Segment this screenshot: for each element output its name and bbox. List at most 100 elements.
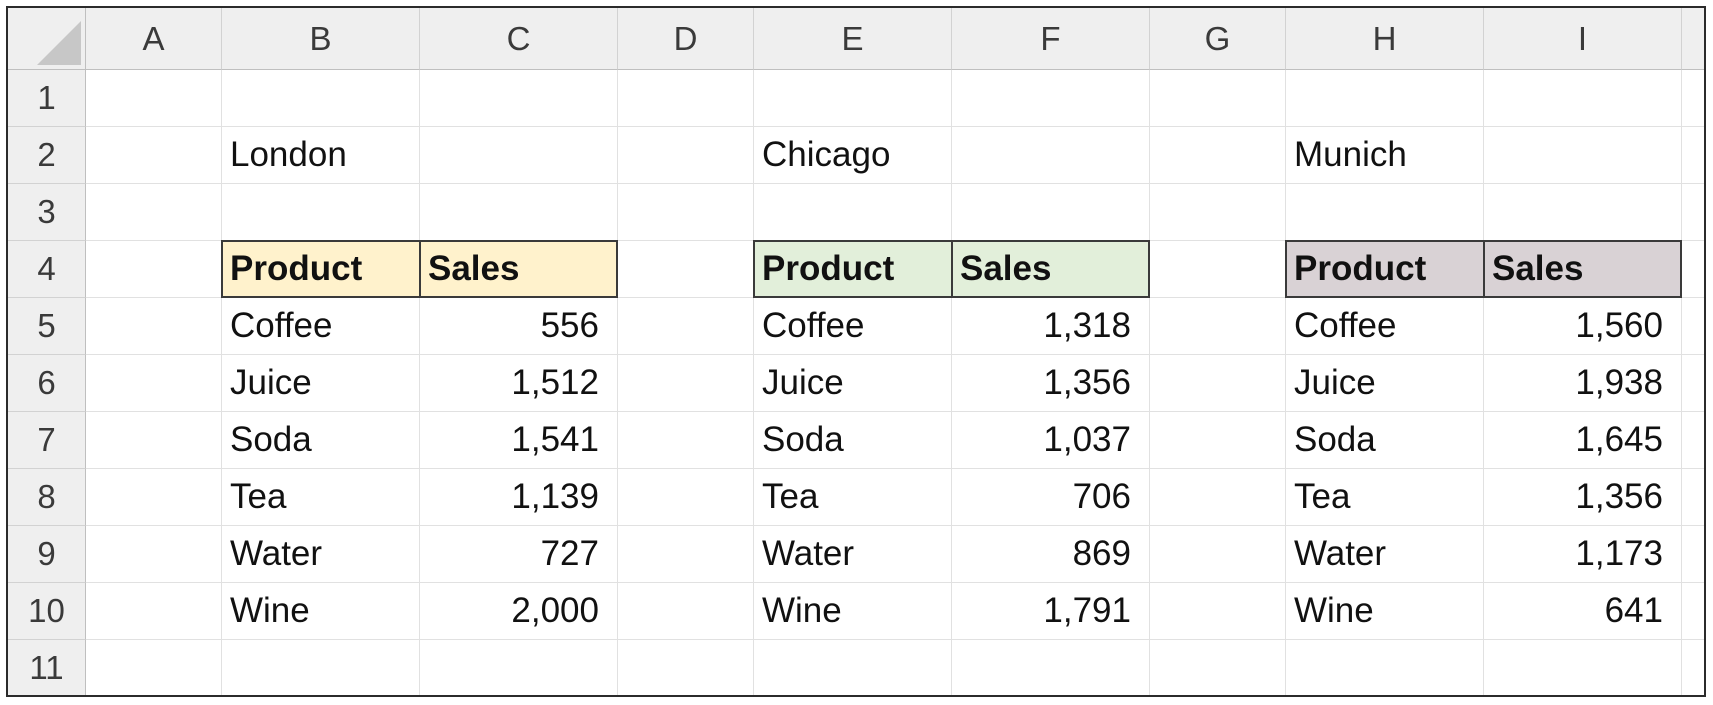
cell-i10[interactable]: 641 <box>1484 583 1682 640</box>
cell-b10[interactable]: Wine <box>222 583 420 640</box>
cell-e5[interactable]: Coffee <box>754 298 952 355</box>
cell-g8[interactable] <box>1150 469 1286 526</box>
cell-c5[interactable]: 556 <box>420 298 618 355</box>
cell-a9[interactable] <box>86 526 222 583</box>
cell-b7[interactable]: Soda <box>222 412 420 469</box>
cell-c3[interactable] <box>420 184 618 241</box>
cell-e6[interactable]: Juice <box>754 355 952 412</box>
row-header-5[interactable]: 5 <box>8 298 86 355</box>
row-header-8[interactable]: 8 <box>8 469 86 526</box>
cell-d5[interactable] <box>618 298 754 355</box>
cell-i4[interactable]: Sales <box>1484 241 1682 298</box>
cell-c6[interactable]: 1,512 <box>420 355 618 412</box>
cell-f1[interactable] <box>952 70 1150 127</box>
row-header-7[interactable]: 7 <box>8 412 86 469</box>
column-header-a[interactable]: A <box>86 8 222 70</box>
cell-a3[interactable] <box>86 184 222 241</box>
row-header-10[interactable]: 10 <box>8 583 86 640</box>
cell-b6[interactable]: Juice <box>222 355 420 412</box>
cell-e7[interactable]: Soda <box>754 412 952 469</box>
cell-f2[interactable] <box>952 127 1150 184</box>
cell-c10[interactable]: 2,000 <box>420 583 618 640</box>
cell-h10[interactable]: Wine <box>1286 583 1484 640</box>
row-header-9[interactable]: 9 <box>8 526 86 583</box>
cell-h4[interactable]: Product <box>1286 241 1484 298</box>
cell-b5[interactable]: Coffee <box>222 298 420 355</box>
cell-b8[interactable]: Tea <box>222 469 420 526</box>
cell-g2[interactable] <box>1150 127 1286 184</box>
column-header-f[interactable]: F <box>952 8 1150 70</box>
cell-h11[interactable] <box>1286 640 1484 695</box>
cell-g9[interactable] <box>1150 526 1286 583</box>
cell-i11[interactable] <box>1484 640 1682 695</box>
cell-i7[interactable]: 1,645 <box>1484 412 1682 469</box>
cell-e11[interactable] <box>754 640 952 695</box>
cell-i9[interactable]: 1,173 <box>1484 526 1682 583</box>
cell-b11[interactable] <box>222 640 420 695</box>
cell-d2[interactable] <box>618 127 754 184</box>
cell-b3[interactable] <box>222 184 420 241</box>
column-header-c[interactable]: C <box>420 8 618 70</box>
cell-e10[interactable]: Wine <box>754 583 952 640</box>
cell-i6[interactable]: 1,938 <box>1484 355 1682 412</box>
cell-d1[interactable] <box>618 70 754 127</box>
cell-a2[interactable] <box>86 127 222 184</box>
cell-c2[interactable] <box>420 127 618 184</box>
cell-d11[interactable] <box>618 640 754 695</box>
cell-d7[interactable] <box>618 412 754 469</box>
cell-f11[interactable] <box>952 640 1150 695</box>
cell-h3[interactable] <box>1286 184 1484 241</box>
cell-d10[interactable] <box>618 583 754 640</box>
column-header-e[interactable]: E <box>754 8 952 70</box>
cell-e4[interactable]: Product <box>754 241 952 298</box>
cell-d6[interactable] <box>618 355 754 412</box>
cell-i8[interactable]: 1,356 <box>1484 469 1682 526</box>
cell-a1[interactable] <box>86 70 222 127</box>
cell-f8[interactable]: 706 <box>952 469 1150 526</box>
row-header-3[interactable]: 3 <box>8 184 86 241</box>
cell-b4[interactable]: Product <box>222 241 420 298</box>
cell-h9[interactable]: Water <box>1286 526 1484 583</box>
cell-c1[interactable] <box>420 70 618 127</box>
cell-d3[interactable] <box>618 184 754 241</box>
column-header-b[interactable]: B <box>222 8 420 70</box>
cell-c8[interactable]: 1,139 <box>420 469 618 526</box>
cell-a6[interactable] <box>86 355 222 412</box>
column-header-d[interactable]: D <box>618 8 754 70</box>
row-header-4[interactable]: 4 <box>8 241 86 298</box>
row-header-6[interactable]: 6 <box>8 355 86 412</box>
cell-a5[interactable] <box>86 298 222 355</box>
row-header-2[interactable]: 2 <box>8 127 86 184</box>
cell-a10[interactable] <box>86 583 222 640</box>
row-header-1[interactable]: 1 <box>8 70 86 127</box>
cell-g7[interactable] <box>1150 412 1286 469</box>
row-header-11[interactable]: 11 <box>8 640 86 695</box>
cell-f7[interactable]: 1,037 <box>952 412 1150 469</box>
cell-h2[interactable]: Munich <box>1286 127 1484 184</box>
cell-d4[interactable] <box>618 241 754 298</box>
cell-c7[interactable]: 1,541 <box>420 412 618 469</box>
cell-g6[interactable] <box>1150 355 1286 412</box>
cell-d9[interactable] <box>618 526 754 583</box>
cell-a4[interactable] <box>86 241 222 298</box>
cell-c11[interactable] <box>420 640 618 695</box>
cell-h5[interactable]: Coffee <box>1286 298 1484 355</box>
column-header-g[interactable]: G <box>1150 8 1286 70</box>
cell-f6[interactable]: 1,356 <box>952 355 1150 412</box>
cell-i1[interactable] <box>1484 70 1682 127</box>
column-header-i[interactable]: I <box>1484 8 1682 70</box>
cell-e3[interactable] <box>754 184 952 241</box>
cell-b9[interactable]: Water <box>222 526 420 583</box>
cell-g3[interactable] <box>1150 184 1286 241</box>
cell-g11[interactable] <box>1150 640 1286 695</box>
cell-a7[interactable] <box>86 412 222 469</box>
cell-f10[interactable]: 1,791 <box>952 583 1150 640</box>
cell-e1[interactable] <box>754 70 952 127</box>
cell-b2[interactable]: London <box>222 127 420 184</box>
cell-a8[interactable] <box>86 469 222 526</box>
cell-f4[interactable]: Sales <box>952 241 1150 298</box>
cell-h1[interactable] <box>1286 70 1484 127</box>
cell-g10[interactable] <box>1150 583 1286 640</box>
cell-h8[interactable]: Tea <box>1286 469 1484 526</box>
cell-g1[interactable] <box>1150 70 1286 127</box>
